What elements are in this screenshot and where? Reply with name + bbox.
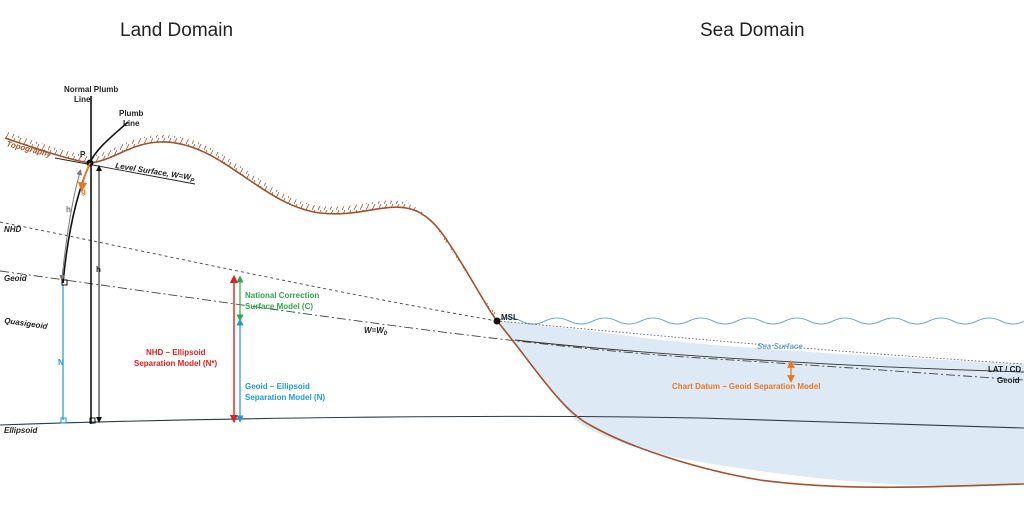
level-surface-label: Level Surface, W=WP	[114, 161, 196, 185]
lat-cd-label: LAT / CD	[988, 365, 1021, 374]
nhd-ellipsoid-label-1: NHD – Ellipsoid	[146, 348, 206, 357]
h-gray-label: h	[66, 205, 71, 214]
right-angle-marker	[89, 417, 96, 424]
right-angle-marker	[60, 417, 67, 424]
quasigeoid-label: Quasigeoid	[4, 316, 49, 331]
plumb-line-label-2: Line	[123, 119, 140, 128]
geoid-sea-label: Geoid	[997, 376, 1020, 385]
point-p-label: P	[80, 150, 86, 159]
nhd-label: NHD	[4, 225, 22, 234]
normal-plumb-label: Normal Plumb	[64, 85, 118, 94]
topography-hatch	[5, 131, 497, 321]
sea-surface-label: Sea Surface	[757, 342, 803, 351]
n-label: N	[58, 358, 64, 367]
ncsm-label-1: National Correction	[245, 291, 319, 300]
geoid-label: Geoid	[4, 274, 28, 283]
plumb-line-label: Plumb	[119, 109, 144, 118]
right-angle-marker	[61, 279, 68, 286]
ncsm-label-2: Surface Model (C)	[245, 302, 313, 311]
sea-surface-line	[496, 317, 1024, 325]
w0-label: W=W0	[364, 326, 388, 337]
msl-point	[493, 317, 501, 325]
land-domain-header: Land Domain	[120, 20, 234, 41]
ellipsoid-label: Ellipsoid	[4, 426, 38, 435]
normal-plumb-label-2: Line	[74, 95, 91, 104]
chart-datum-label: Chart Datum – Geoid Separation Model	[672, 382, 820, 391]
lat-cd-line	[514, 339, 1024, 373]
g-label: g	[81, 187, 86, 196]
topography-line	[4, 137, 1024, 489]
nhd-line	[0, 221, 498, 322]
level-surface-line	[54, 157, 196, 185]
orthometric-height-arrow	[59, 169, 83, 281]
sea-area	[497, 321, 1024, 486]
nhd-ellipsoid-label-2: Separation Model (N*)	[134, 359, 217, 368]
geoid-line	[0, 270, 1024, 381]
gravity-arrow	[77, 162, 91, 192]
h-black-label: h	[96, 265, 101, 274]
sea-domain-header: Sea Domain	[700, 20, 805, 41]
mean-sea-surface-dotted	[496, 320, 1024, 365]
geoid-ellipsoid-label-1: Geoid – Ellipsoid	[245, 382, 310, 391]
geoid-ellipsoid-label-2: Separation Model (N)	[245, 393, 325, 402]
msl-label: MSL	[501, 313, 518, 322]
